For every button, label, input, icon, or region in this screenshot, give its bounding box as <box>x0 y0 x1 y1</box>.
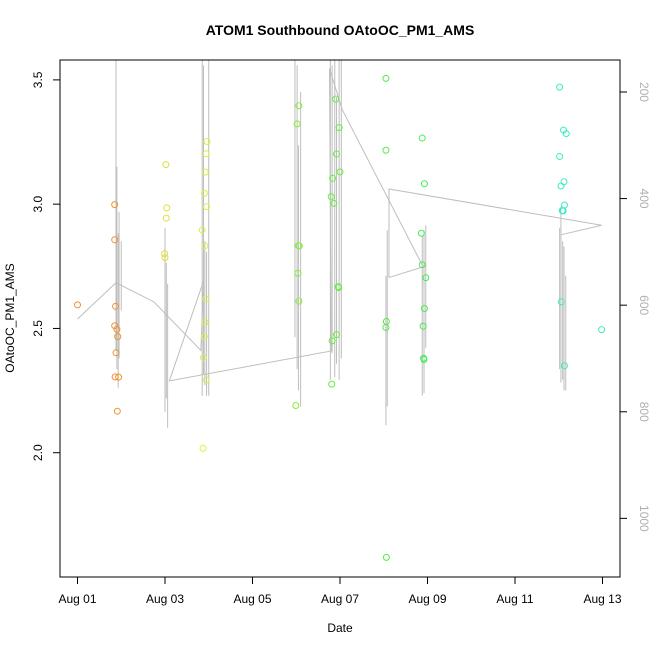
data-point <box>111 373 119 381</box>
track-line-layer <box>77 60 602 428</box>
data-point <box>560 178 568 186</box>
data-point <box>202 150 210 158</box>
data-point <box>329 174 337 182</box>
data-point <box>335 284 343 292</box>
data-point <box>328 380 336 388</box>
data-point <box>420 356 428 364</box>
right-tick-label: 400 <box>637 189 650 209</box>
data-point <box>560 362 568 370</box>
data-point <box>295 242 303 250</box>
data-point <box>113 325 121 333</box>
data-point <box>330 199 338 207</box>
data-point <box>161 250 169 258</box>
data-point <box>203 138 211 146</box>
y-tick-label: 2.5 <box>31 320 45 337</box>
data-point <box>115 373 123 381</box>
right-tick-label: 800 <box>637 402 650 422</box>
data-points-layer <box>74 74 606 561</box>
data-point <box>333 331 340 339</box>
data-point <box>200 189 208 197</box>
data-point <box>293 120 301 128</box>
data-point <box>112 349 120 357</box>
data-point <box>111 322 119 330</box>
data-point <box>328 337 336 345</box>
x-tick-label: Aug 09 <box>408 592 446 606</box>
data-point <box>420 305 428 313</box>
data-point <box>201 318 209 326</box>
data-point <box>161 254 169 262</box>
data-point <box>201 242 209 250</box>
data-point <box>420 180 428 188</box>
data-point <box>327 193 335 201</box>
axes-layer: Aug 01 Aug 03 Aug 05 Aug 07 Aug 09 Aug 11 Aug … <box>31 71 650 606</box>
x-tick-label: Aug 03 <box>146 592 184 606</box>
data-point <box>203 203 211 211</box>
data-point <box>112 302 120 310</box>
data-point <box>418 261 426 269</box>
data-point <box>200 333 208 341</box>
data-point <box>114 333 122 341</box>
x-axis-label: Date <box>327 621 353 635</box>
data-point <box>111 201 119 209</box>
data-point <box>335 124 343 132</box>
x-tick-label: Aug 05 <box>233 592 271 606</box>
y-tick-label: 3.5 <box>31 71 45 88</box>
x-tick-label: Aug 07 <box>321 592 359 606</box>
data-point <box>559 207 567 215</box>
data-point <box>562 130 570 138</box>
data-point <box>417 229 425 237</box>
data-point <box>556 83 564 91</box>
data-point <box>418 134 426 142</box>
data-point <box>382 553 390 561</box>
data-point <box>292 401 300 409</box>
data-point <box>74 301 81 309</box>
data-point <box>202 376 210 384</box>
y-tick-label: 2.0 <box>31 444 45 461</box>
data-point <box>295 297 303 305</box>
data-point <box>162 214 170 222</box>
data-point <box>113 407 121 415</box>
data-point <box>419 322 427 330</box>
data-point <box>294 269 302 277</box>
y-tick-label: 3.0 <box>31 195 45 212</box>
chart-title: ATOM1 Southbound OAtoOC_PM1_AMS <box>206 22 475 38</box>
plot-frame <box>59 59 621 578</box>
data-point <box>198 226 206 234</box>
data-point <box>162 161 170 169</box>
data-point <box>333 150 340 158</box>
data-point <box>332 95 340 103</box>
data-point <box>557 182 565 190</box>
data-point <box>382 74 390 82</box>
data-point <box>200 354 207 362</box>
right-tick-label: 200 <box>637 82 650 102</box>
right-tick-label: 600 <box>637 295 650 315</box>
data-point <box>295 102 303 110</box>
track-line <box>77 68 602 382</box>
data-point <box>163 204 171 212</box>
data-point <box>382 146 390 154</box>
y-axis-label: OAtoOC_PM1_AMS <box>3 263 17 372</box>
data-point <box>111 236 119 244</box>
data-point <box>556 152 564 160</box>
data-point <box>199 444 207 452</box>
data-point <box>336 168 344 176</box>
data-point <box>382 323 390 331</box>
x-tick-label: Aug 11 <box>496 592 533 606</box>
data-point <box>201 168 209 176</box>
data-point <box>557 298 565 306</box>
data-point <box>422 274 430 282</box>
data-point <box>598 326 606 334</box>
data-point <box>202 295 210 303</box>
x-tick-label: Aug 01 <box>58 592 96 606</box>
x-tick-label: Aug 13 <box>583 592 621 606</box>
right-tick-label: 1000 <box>637 505 650 532</box>
